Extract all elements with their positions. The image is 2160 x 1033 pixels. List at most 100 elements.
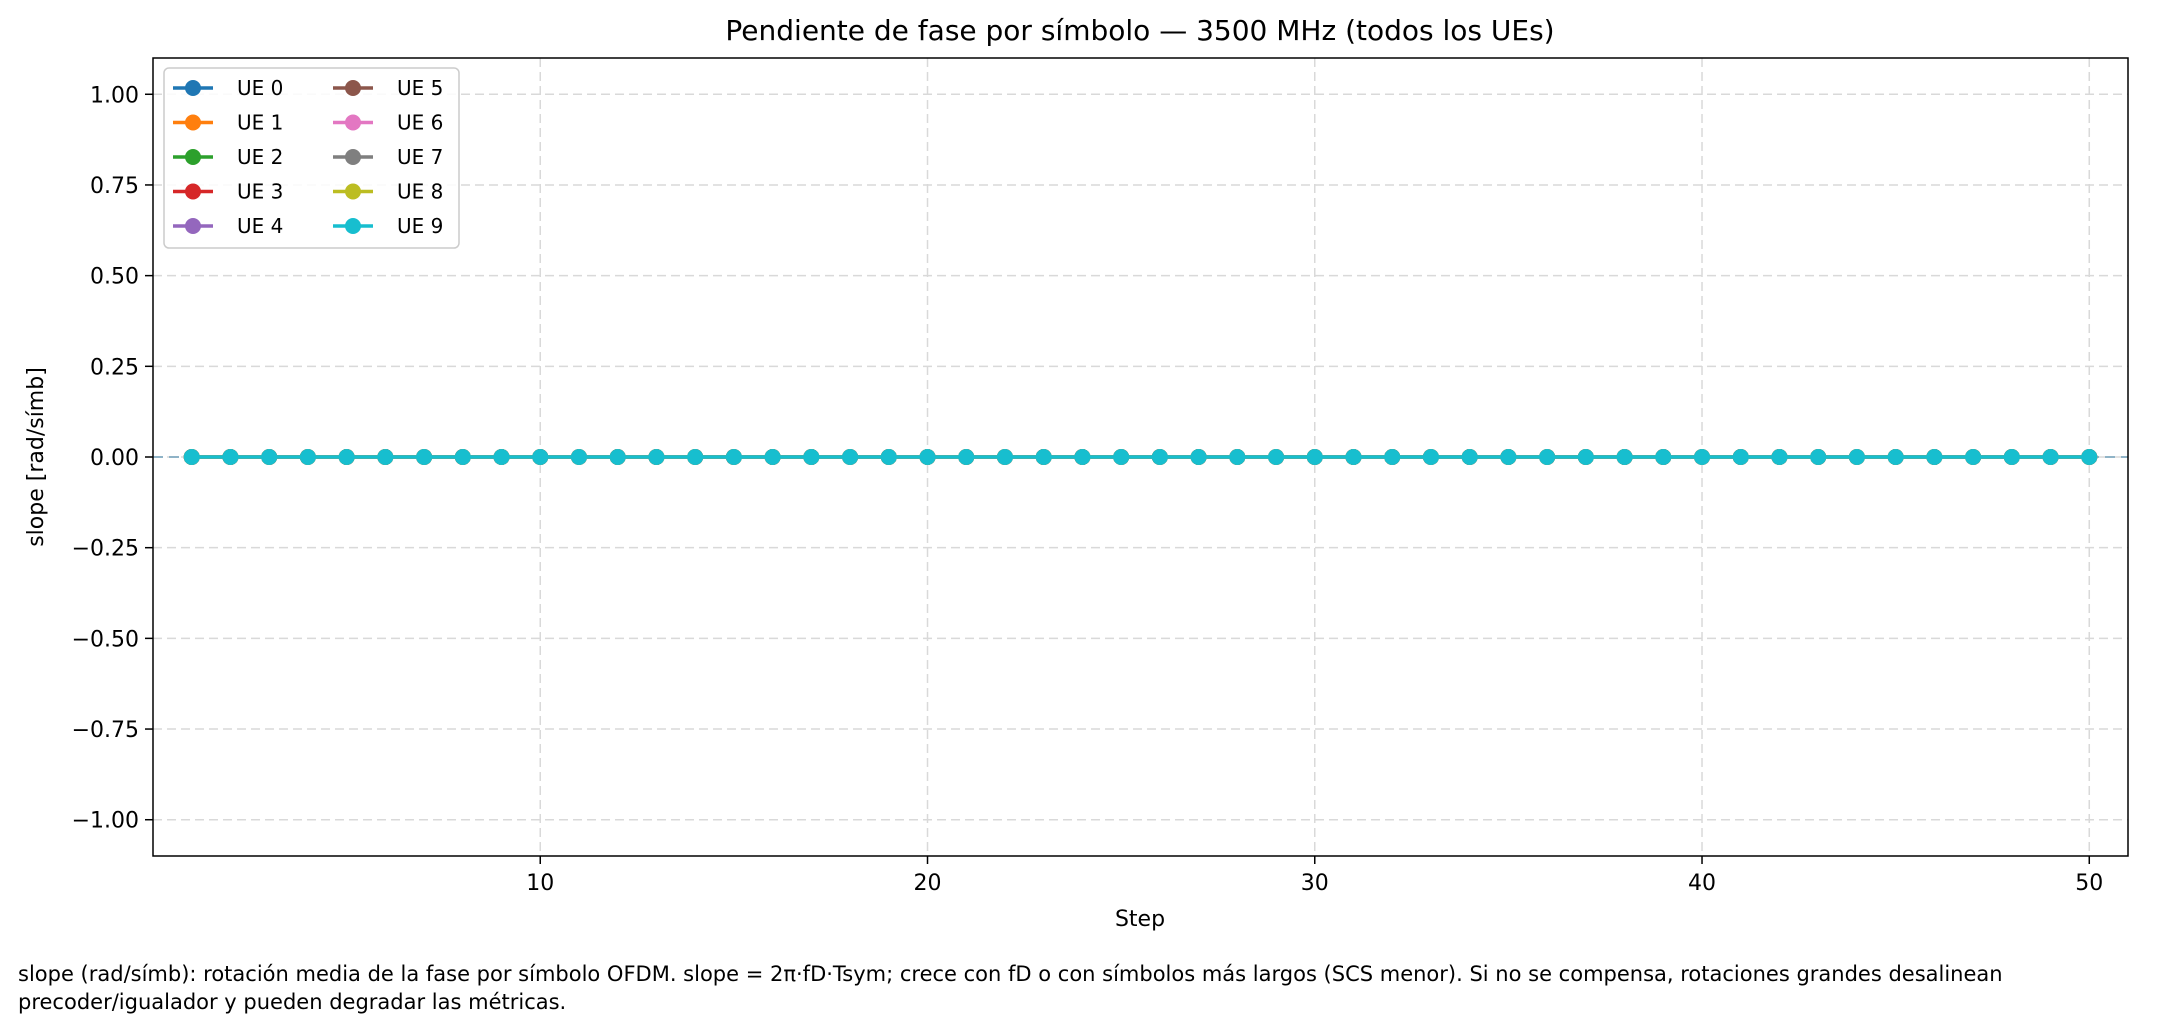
legend-item: UE 5 — [333, 76, 443, 100]
x-tick-label: 40 — [1688, 871, 1716, 896]
data-point — [1810, 449, 1827, 465]
legend-item: UE 7 — [333, 145, 443, 169]
chart-title: Pendiente de fase por símbolo — 3500 MHz… — [725, 14, 1554, 47]
legend-item: UE 1 — [173, 111, 283, 135]
y-tick-label: 0.50 — [90, 265, 139, 290]
legend-label: UE 8 — [397, 180, 443, 204]
data-point — [1151, 449, 1168, 465]
series-ue-9 — [183, 449, 2098, 465]
data-point — [1074, 449, 1091, 465]
data-point — [1771, 449, 1788, 465]
legend-label: UE 2 — [237, 145, 283, 169]
data-point — [1616, 449, 1633, 465]
data-point — [454, 449, 471, 465]
data-point — [1732, 449, 1749, 465]
data-point — [1268, 449, 1285, 465]
legend-item: UE 9 — [333, 214, 443, 238]
legend-item: UE 4 — [173, 214, 283, 238]
data-point — [1113, 449, 1130, 465]
legend-swatch-marker — [345, 80, 361, 96]
data-point — [842, 449, 859, 465]
data-point — [725, 449, 742, 465]
data-point — [1926, 449, 1943, 465]
data-point — [1461, 449, 1478, 465]
series-layer — [183, 449, 2098, 465]
data-point — [1965, 449, 1982, 465]
data-point — [493, 449, 510, 465]
line-chart: Pendiente de fase por símbolo — 3500 MHz… — [24, 14, 2129, 932]
x-tick-label: 20 — [914, 871, 942, 896]
data-point — [1539, 449, 1556, 465]
legend-box — [163, 67, 460, 249]
data-point — [532, 449, 549, 465]
y-axis: 1.00 0.75 0.50 0.25 0.00 −0.25 −0.50 −0.75 −1.00 — [72, 83, 153, 834]
data-point — [996, 449, 1013, 465]
legend-label: UE 1 — [237, 111, 283, 135]
legend-label: UE 6 — [397, 111, 443, 135]
x-axis-label: Step — [1115, 907, 1165, 932]
legend-swatch-marker — [345, 114, 361, 131]
data-point — [919, 449, 936, 465]
y-tick-label: 1.00 — [90, 83, 139, 108]
legend-item: UE 8 — [333, 180, 443, 204]
data-point — [1887, 449, 1904, 465]
y-tick-label: −0.50 — [72, 627, 139, 652]
data-point — [416, 449, 433, 465]
x-axis: 10 20 30 40 50 — [526, 856, 2103, 896]
data-point — [1229, 449, 1246, 465]
x-tick-label: 10 — [526, 871, 554, 896]
legend-swatch-marker — [185, 149, 201, 165]
y-tick-label: 0.25 — [90, 355, 139, 380]
data-point — [1500, 449, 1517, 465]
legend-swatch-marker — [185, 80, 201, 96]
legend-swatch-marker — [345, 183, 361, 200]
legend-item: UE 2 — [173, 145, 283, 169]
data-point — [1848, 449, 1865, 465]
legend-swatch-marker — [345, 218, 361, 234]
data-point — [880, 449, 897, 465]
x-tick-label: 30 — [1301, 871, 1329, 896]
legend-swatch-marker — [345, 149, 361, 165]
y-tick-label: −0.25 — [72, 537, 139, 562]
legend-label: UE 5 — [397, 76, 443, 100]
legend-label: UE 0 — [237, 76, 283, 100]
data-point — [222, 449, 239, 465]
data-point — [1035, 449, 1052, 465]
data-point — [2081, 449, 2098, 465]
data-point — [299, 449, 316, 465]
y-tick-label: −1.00 — [72, 809, 139, 834]
data-point — [338, 449, 355, 465]
y-tick-label: 0.75 — [90, 174, 139, 199]
data-point — [958, 449, 975, 465]
legend-item: UE 3 — [173, 180, 283, 204]
data-point — [1384, 449, 1401, 465]
y-tick-label: −0.75 — [72, 718, 139, 743]
data-point — [261, 449, 278, 465]
data-point — [1655, 449, 1672, 465]
y-tick-label: 0.00 — [90, 446, 139, 471]
legend-item: UE 0 — [173, 76, 283, 100]
data-point — [570, 449, 587, 465]
legend-label: UE 7 — [397, 145, 443, 169]
legend-label: UE 3 — [237, 180, 283, 204]
chart-caption: slope (rad/símb): rotación media de la f… — [18, 962, 2003, 1014]
data-point — [183, 449, 200, 465]
legend-swatch-marker — [185, 218, 201, 234]
data-point — [803, 449, 820, 465]
legend-swatch-marker — [185, 183, 201, 200]
data-point — [764, 449, 781, 465]
data-point — [648, 449, 665, 465]
data-point — [1306, 449, 1323, 465]
data-point — [1190, 449, 1207, 465]
data-point — [1694, 449, 1711, 465]
legend-item: UE 6 — [333, 111, 443, 135]
data-point — [1422, 449, 1439, 465]
data-point — [2042, 449, 2059, 465]
data-point — [687, 449, 704, 465]
data-point — [2003, 449, 2020, 465]
data-point — [609, 449, 626, 465]
x-tick-label: 50 — [2075, 871, 2103, 896]
data-point — [1577, 449, 1594, 465]
data-point — [1345, 449, 1362, 465]
legend-label: UE 4 — [237, 214, 283, 238]
